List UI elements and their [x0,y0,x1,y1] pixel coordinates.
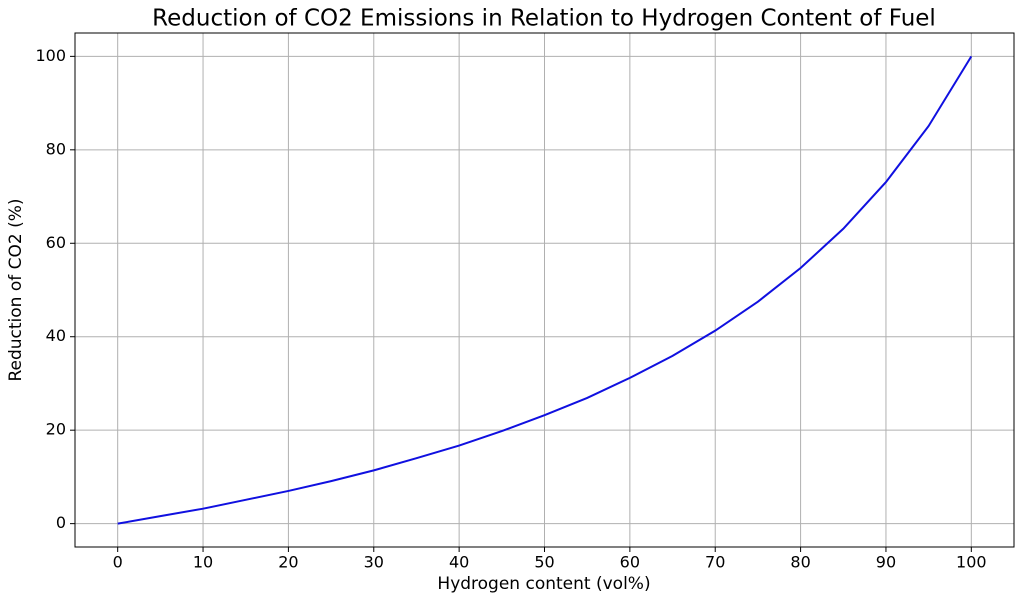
x-tick-label: 10 [193,553,213,572]
x-tick-label: 70 [705,553,725,572]
line [117,55,973,525]
y-tick-label: 100 [35,46,66,65]
x-tick-label: 90 [876,553,896,572]
x-tick-label: 20 [278,553,298,572]
y-tick-label: 60 [46,233,66,252]
x-axis-title: Hydrogen content (vol%) [437,574,650,594]
chart-title: Reduction of CO2 Emissions in Relation t… [152,6,936,32]
y-tick-label: 40 [46,326,66,345]
x-tick-label: 100 [956,553,987,572]
y-tick-label: 0 [56,513,66,532]
x-tick-label: 60 [620,553,640,572]
plot-frame [74,32,1015,548]
x-tick-label: 40 [449,553,469,572]
y-tick-label: 20 [46,420,66,439]
x-tick-label: 0 [113,553,123,572]
x-tick-label: 50 [534,553,554,572]
y-axis-title: Reduction of CO2 (%) [6,198,26,381]
x-tick-label: 80 [790,553,810,572]
x-tick-label: 30 [364,553,384,572]
y-tick-label: 80 [46,139,66,158]
